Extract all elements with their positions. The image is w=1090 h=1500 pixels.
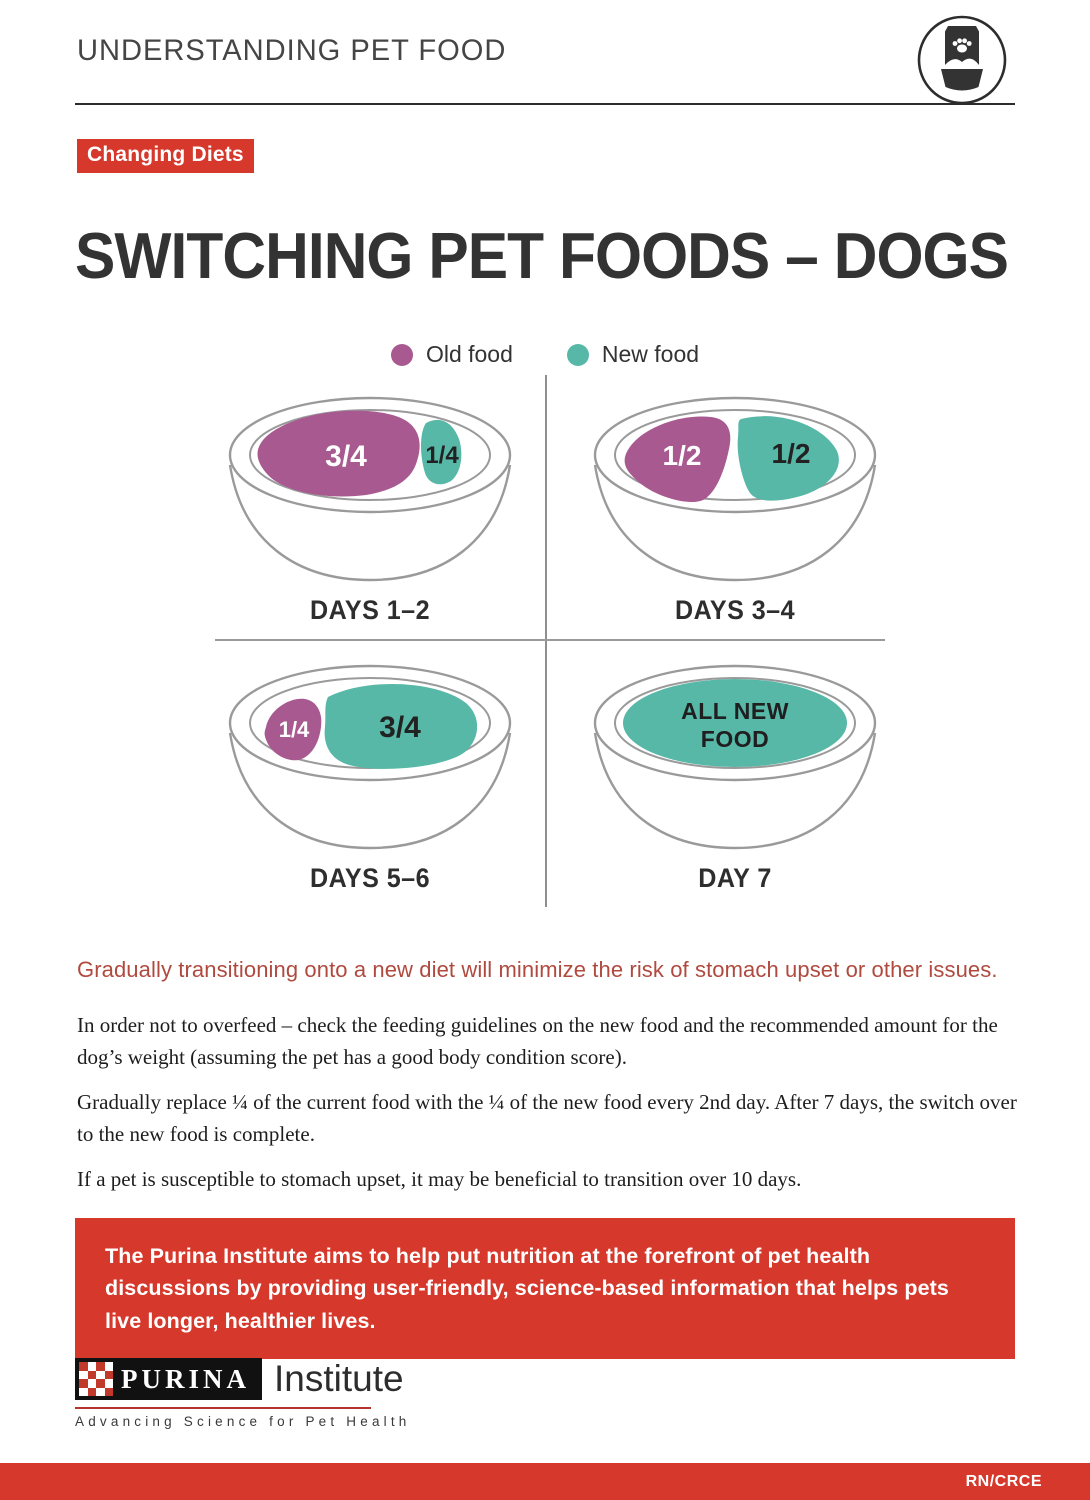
header-divider bbox=[75, 103, 1015, 105]
svg-text:FOOD: FOOD bbox=[701, 726, 769, 752]
svg-text:1/2: 1/2 bbox=[663, 440, 702, 471]
new-food-dot-icon bbox=[566, 343, 589, 366]
legend-item-new-food: New food bbox=[566, 341, 700, 368]
panel-caption: DAYS 3–4 bbox=[674, 595, 796, 625]
svg-text:1/4: 1/4 bbox=[425, 442, 459, 469]
svg-text:1/4: 1/4 bbox=[279, 717, 310, 742]
panel-caption: DAY 7 bbox=[698, 863, 772, 893]
bowl-illustration: 3/4 1/4 bbox=[228, 396, 512, 582]
new-food-portion bbox=[324, 684, 478, 769]
diagram-panel-days-5-6: 1/4 3/4 DAYS 5–6 bbox=[220, 661, 520, 894]
svg-text:ALL NEW: ALL NEW bbox=[681, 698, 789, 724]
bowl-illustration: 1/4 3/4 bbox=[228, 664, 512, 850]
vertical-divider bbox=[545, 375, 547, 907]
purina-mission-callout: The Purina Institute aims to help put nu… bbox=[75, 1218, 1015, 1359]
bowl-illustration: ALL NEW FOOD bbox=[593, 664, 877, 850]
old-food-portion bbox=[257, 410, 420, 497]
panel-caption: DAYS 1–2 bbox=[309, 595, 431, 625]
legend-item-old-food: Old food bbox=[390, 341, 513, 368]
new-food-portion bbox=[623, 679, 847, 767]
purina-checkerboard-icon bbox=[79, 1362, 113, 1396]
paragraph: Gradually replace ¼ of the current food … bbox=[77, 1089, 1017, 1146]
diagram-panel-day-7: ALL NEW FOOD DAY 7 bbox=[585, 661, 885, 894]
old-food-portion bbox=[624, 416, 731, 503]
paragraph: If a pet is susceptible to stomach upset… bbox=[77, 1166, 802, 1191]
highlight-sentence: Gradually transitioning onto a new diet … bbox=[77, 957, 998, 982]
old-food-portion bbox=[264, 698, 322, 761]
legend-label: Old food bbox=[425, 341, 513, 367]
diagram-panel-days-1-2: 3/4 1/4 DAYS 1–2 bbox=[220, 393, 520, 626]
page-header-title: UNDERSTANDING PET FOOD bbox=[77, 34, 507, 67]
institute-text: Institute bbox=[274, 1358, 404, 1399]
purina-wordmark: PURINA bbox=[75, 1358, 262, 1400]
panel-caption: DAYS 5–6 bbox=[309, 863, 431, 893]
purina-institute-logo: PURINA Institute Advancing Science for P… bbox=[75, 1358, 411, 1429]
old-food-dot-icon bbox=[390, 343, 413, 366]
diagram-panel-days-3-4: 1/2 1/2 DAYS 3–4 bbox=[585, 393, 885, 626]
footer-code: RN/CRCE bbox=[965, 1472, 1042, 1490]
page-title: SWITCHING PET FOODS – DOGS bbox=[75, 219, 1009, 292]
svg-text:1/2: 1/2 bbox=[772, 438, 811, 469]
transition-diagram: 3/4 1/4 DAYS 1–2 1/2 1/2 DAYS 3–4 bbox=[75, 375, 1015, 920]
new-food-portion bbox=[737, 416, 839, 501]
svg-text:3/4: 3/4 bbox=[325, 440, 367, 473]
horizontal-divider bbox=[215, 639, 885, 641]
bowl-illustration: 1/2 1/2 bbox=[593, 396, 877, 582]
legend: Old food New food bbox=[0, 341, 1090, 368]
paragraph: In order not to overfeed – check the fee… bbox=[77, 1013, 998, 1069]
logo-divider bbox=[75, 1407, 371, 1409]
purina-brand-text: PURINA bbox=[121, 1363, 250, 1394]
callout-text: The Purina Institute aims to help put nu… bbox=[105, 1244, 949, 1333]
new-food-portion bbox=[421, 419, 462, 485]
svg-text:3/4: 3/4 bbox=[379, 711, 421, 744]
footer-bar: RN/CRCE bbox=[0, 1463, 1090, 1500]
pet-food-bag-and-bowl-icon bbox=[917, 15, 1007, 105]
legend-label: New food bbox=[601, 341, 700, 367]
changing-diets-badge: Changing Diets bbox=[77, 139, 254, 173]
body-paragraphs: In order not to overfeed – check the fee… bbox=[77, 1010, 1017, 1209]
logo-tagline: Advancing Science for Pet Health bbox=[75, 1414, 411, 1429]
